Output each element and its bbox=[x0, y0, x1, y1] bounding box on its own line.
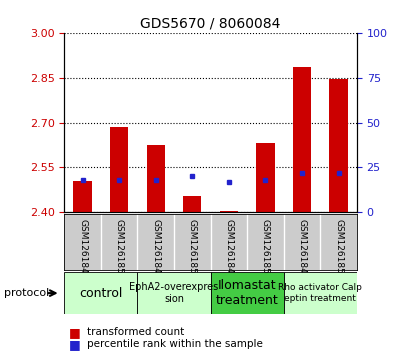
Text: GSM1261847: GSM1261847 bbox=[78, 219, 87, 279]
Text: transformed count: transformed count bbox=[87, 327, 184, 337]
Text: EphA2-overexpres
sion: EphA2-overexpres sion bbox=[129, 282, 219, 304]
Bar bbox=[73, 181, 92, 212]
Text: GSM1261851: GSM1261851 bbox=[115, 219, 124, 279]
Text: GSM1261853: GSM1261853 bbox=[261, 219, 270, 279]
Bar bbox=[137, 272, 210, 314]
Text: Ilomastat
treatment: Ilomastat treatment bbox=[216, 279, 278, 307]
Title: GDS5670 / 8060084: GDS5670 / 8060084 bbox=[140, 16, 281, 30]
Bar bbox=[110, 127, 128, 212]
Text: ■: ■ bbox=[68, 338, 80, 351]
Bar bbox=[330, 79, 348, 212]
Bar bbox=[64, 272, 137, 314]
Bar bbox=[146, 145, 165, 212]
Text: Rho activator Calp
eptin treatment: Rho activator Calp eptin treatment bbox=[278, 284, 362, 303]
Text: GSM1261850: GSM1261850 bbox=[334, 219, 343, 279]
Text: GSM1261849: GSM1261849 bbox=[225, 219, 233, 279]
Bar bbox=[293, 67, 311, 212]
Text: GSM1261852: GSM1261852 bbox=[188, 219, 197, 279]
Text: protocol: protocol bbox=[4, 288, 49, 298]
Bar bbox=[220, 211, 238, 212]
Bar bbox=[284, 272, 357, 314]
Text: control: control bbox=[79, 287, 122, 299]
Text: percentile rank within the sample: percentile rank within the sample bbox=[87, 339, 263, 349]
Text: ■: ■ bbox=[68, 326, 80, 339]
Bar bbox=[211, 272, 284, 314]
Bar bbox=[256, 143, 275, 212]
Bar bbox=[183, 196, 201, 212]
Text: GSM1261846: GSM1261846 bbox=[298, 219, 307, 279]
Text: GSM1261848: GSM1261848 bbox=[151, 219, 160, 279]
